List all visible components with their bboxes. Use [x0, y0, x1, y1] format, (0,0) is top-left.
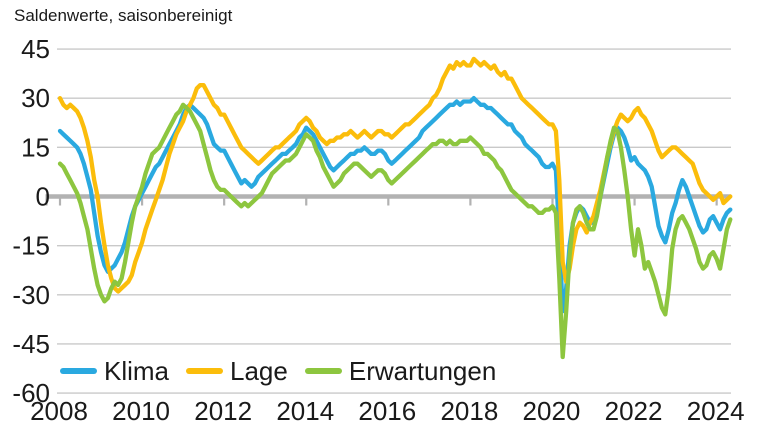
- x-tick-label-2016: 2016: [358, 396, 416, 426]
- y-tick-label-45: 45: [21, 34, 50, 64]
- legend-swatch-lage: [186, 368, 224, 374]
- series-line-erwartungen: [57, 102, 733, 360]
- legend-item-klima: Klima: [60, 356, 169, 386]
- y-tick-label--15: -15: [12, 231, 50, 261]
- x-tick-label-2012: 2012: [194, 396, 252, 426]
- legend-swatch-erwartungen: [304, 368, 342, 374]
- legend-label-erwartungen: Erwartungen: [348, 356, 497, 386]
- legend-swatch-klima: [60, 368, 97, 374]
- y-tick-label--60: -60: [12, 378, 50, 408]
- legend-item-erwartungen: Erwartungen: [304, 356, 497, 386]
- legend-item-lage: Lage: [186, 356, 288, 386]
- legend-label-lage: Lage: [230, 356, 288, 386]
- legend: Klima Lage Erwartungen: [60, 356, 496, 386]
- x-tick-label-2022: 2022: [605, 396, 663, 426]
- x-tick-label-2010: 2010: [112, 396, 170, 426]
- y-tick-label-15: 15: [21, 132, 50, 162]
- y-tick-label--45: -45: [12, 329, 50, 359]
- x-tick-label-2020: 2020: [523, 396, 581, 426]
- legend-label-klima: Klima: [104, 356, 170, 386]
- x-tick-label-2024: 2024: [687, 396, 745, 426]
- y-tick-label--30: -30: [12, 280, 50, 310]
- x-tick-label-2014: 2014: [276, 396, 334, 426]
- x-tick-label-2008: 2008: [30, 396, 88, 426]
- y-tick-label-30: 30: [21, 83, 50, 113]
- series-line-lage: [57, 56, 733, 294]
- series-line-klima: [57, 96, 733, 314]
- x-tick-label-2018: 2018: [440, 396, 498, 426]
- chart-title: Saldenwerte, saisonbereinigt: [14, 6, 233, 25]
- y-tick-label-0: 0: [36, 182, 50, 212]
